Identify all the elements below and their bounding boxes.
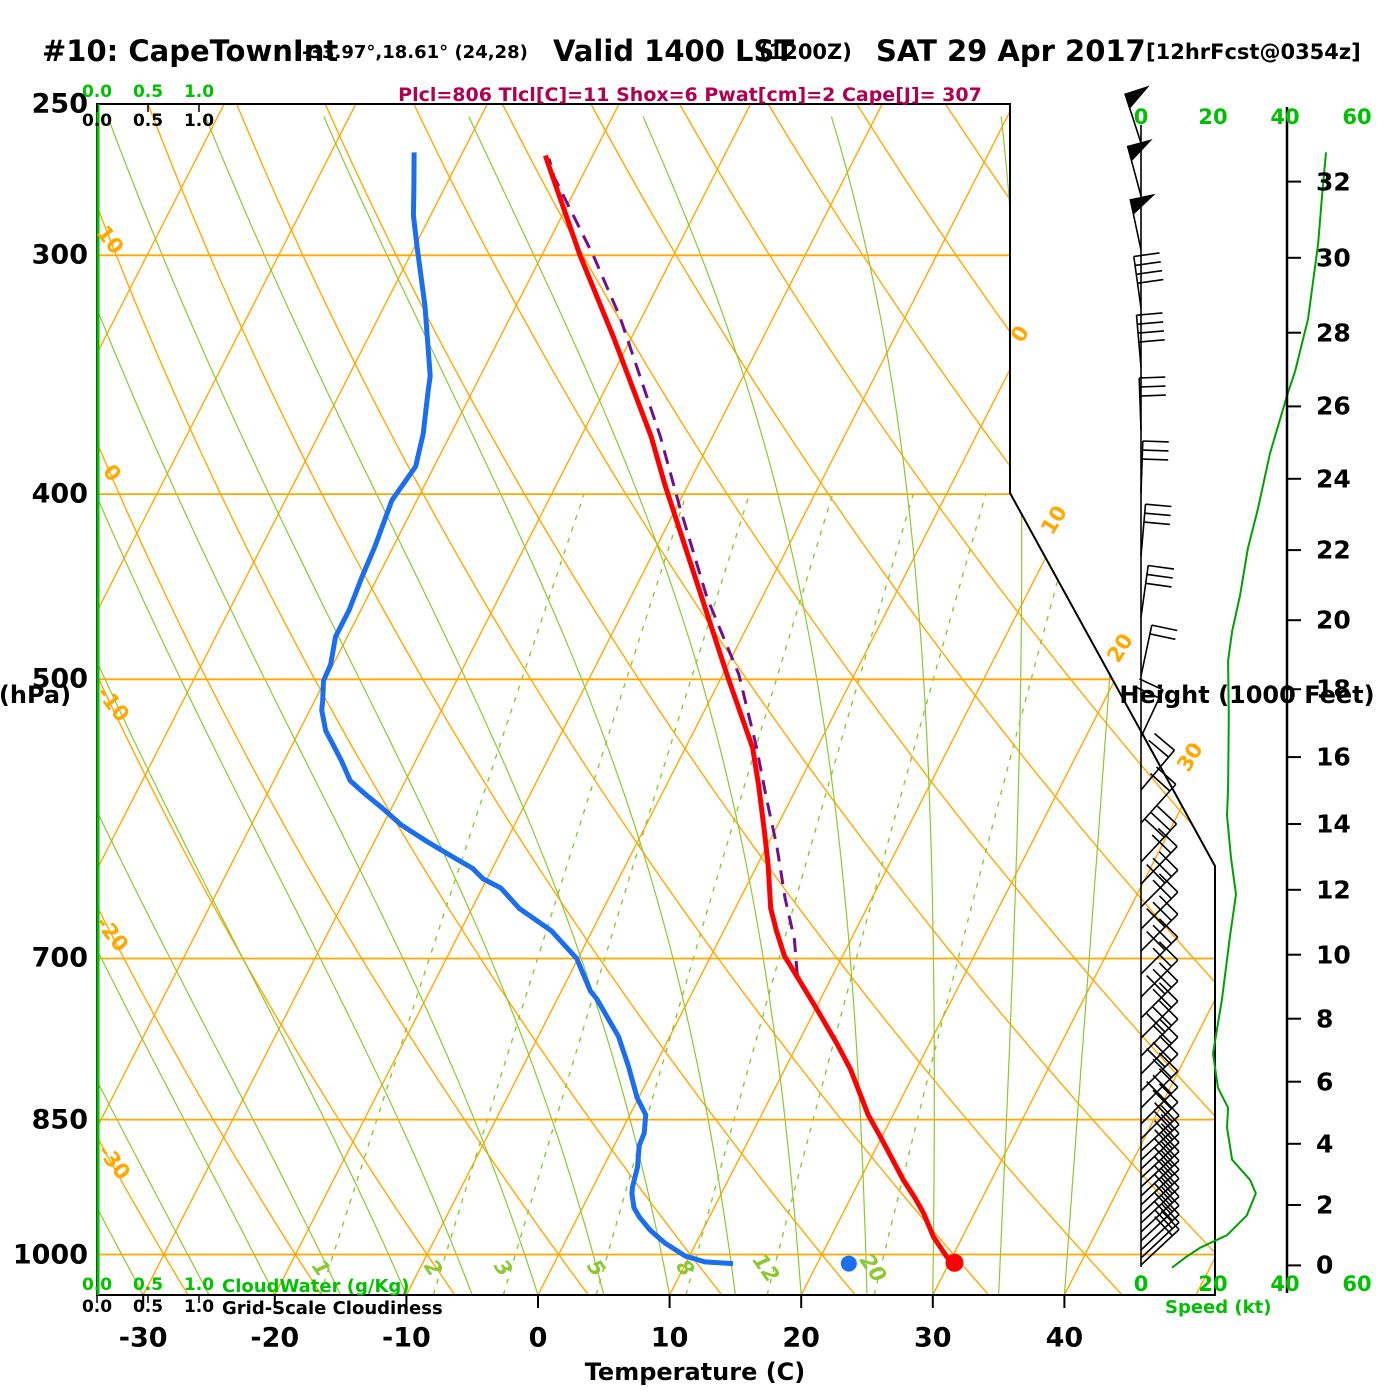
- temperature-tick-label: 20: [782, 1322, 820, 1354]
- pressure-tick-label: 1000: [12, 1239, 88, 1270]
- pressure-tick-label: 400: [31, 478, 88, 510]
- height-tick-label: 6: [1316, 1067, 1334, 1097]
- temperature-axis-title: Temperature (C): [584, 1358, 806, 1386]
- temperature-curve: [543, 154, 957, 1265]
- cloudiness-tick-bottom: 1.0: [183, 1297, 215, 1317]
- height-tick-label: 12: [1316, 875, 1351, 905]
- height-axis-title: Height (1000 Feet): [1119, 681, 1375, 709]
- cloudiness-tick-bottom: 0.0: [81, 1297, 113, 1317]
- cloudiness-scale-title: Grid-Scale Cloudiness: [222, 1298, 443, 1319]
- surface-dewpoint-dot: [840, 1255, 857, 1272]
- speed-tick-label-bottom: 40: [1270, 1272, 1300, 1296]
- height-tick-label: 10: [1316, 940, 1351, 970]
- temperature-tick-label: -10: [382, 1322, 431, 1354]
- dewpoint-curve: [319, 152, 734, 1267]
- height-tick-label: 4: [1316, 1129, 1334, 1159]
- speed-tick-label-top: 0: [1133, 105, 1149, 129]
- height-tick-label: 20: [1316, 605, 1351, 635]
- height-tick-label: 30: [1316, 243, 1351, 273]
- pressure-tick-label: 500: [31, 663, 88, 695]
- height-tick-label: 24: [1316, 464, 1351, 494]
- height-tick-label: 2: [1316, 1190, 1334, 1220]
- cloudwater-tick-bottom: 0.0: [81, 1275, 113, 1295]
- cloudwater-tick-top: 0.5: [132, 82, 164, 102]
- height-tick-label: 14: [1316, 809, 1351, 839]
- cloudwater-tick-bottom: 1.0: [183, 1275, 215, 1295]
- parcel-curve: [547, 158, 799, 976]
- cloudwater-tick-bottom: 0.5: [132, 1275, 164, 1295]
- cloudiness-tick-top: 1.0: [183, 111, 215, 131]
- height-tick-label: 18: [1316, 674, 1351, 704]
- speed-tick-label-top: 20: [1198, 105, 1228, 129]
- station-coords: -33.97°,18.61° (24,28): [302, 42, 528, 63]
- station-title: #10: CapeTownInt: [42, 34, 339, 68]
- valid-zulu: (1200Z): [759, 40, 852, 64]
- speed-tick-label-top: 60: [1342, 105, 1372, 129]
- height-tick-label: 8: [1316, 1004, 1334, 1034]
- height-tick-label: 32: [1316, 167, 1351, 197]
- stability-params: Plcl=806 Tlcl[C]=11 Shox=6 Pwat[cm]=2 Ca…: [398, 84, 982, 106]
- speed-axis-title: Speed (kt): [1165, 1297, 1272, 1318]
- speed-tick-label-bottom: 20: [1198, 1272, 1228, 1296]
- temperature-tick-label: 40: [1045, 1322, 1084, 1354]
- valid-time: Valid 1400 LST: [553, 34, 795, 68]
- temperature-tick-label: 30: [914, 1322, 952, 1354]
- cloudiness-tick-bottom: 0.5: [132, 1297, 164, 1317]
- cloudwater-tick-top: 1.0: [183, 82, 215, 102]
- height-tick-label: 0: [1316, 1250, 1334, 1280]
- pressure-tick-label: 700: [31, 942, 88, 974]
- height-tick-label: 22: [1316, 535, 1351, 565]
- cloudiness-tick-top: 0.5: [132, 111, 164, 131]
- valid-date: SAT 29 Apr 2017: [876, 34, 1146, 68]
- speed-tick-label-bottom: 60: [1342, 1272, 1372, 1296]
- height-tick-label: 26: [1316, 391, 1351, 421]
- speed-tick-label-bottom: 0: [1133, 1272, 1149, 1296]
- wind-speed-profile: [1171, 152, 1327, 1269]
- cloudiness-tick-top: 0.0: [81, 111, 113, 131]
- pressure-axis-title: P (hPa): [0, 681, 72, 709]
- cloudwater-tick-top: 0.0: [81, 82, 113, 102]
- pressure-tick-label: 300: [31, 239, 88, 271]
- temperature-tick-label: -20: [250, 1322, 300, 1354]
- pressure-tick-label: 250: [31, 88, 88, 120]
- forecast-tag: [12hrFcst@0354z]: [1146, 40, 1361, 64]
- temperature-tick-label: 10: [650, 1322, 689, 1354]
- temperature-tick-label: 0: [528, 1322, 548, 1354]
- wind-barbs: [1124, 85, 1180, 1266]
- speed-tick-label-top: 40: [1270, 105, 1300, 129]
- surface-temp-dot: [945, 1253, 964, 1272]
- pressure-tick-label: 850: [31, 1104, 88, 1136]
- cloudwater-scale-title: CloudWater (g/Kg): [222, 1276, 410, 1297]
- height-tick-label: 16: [1316, 742, 1351, 772]
- temperature-tick-label: -30: [118, 1322, 168, 1354]
- height-tick-label: 28: [1316, 318, 1351, 348]
